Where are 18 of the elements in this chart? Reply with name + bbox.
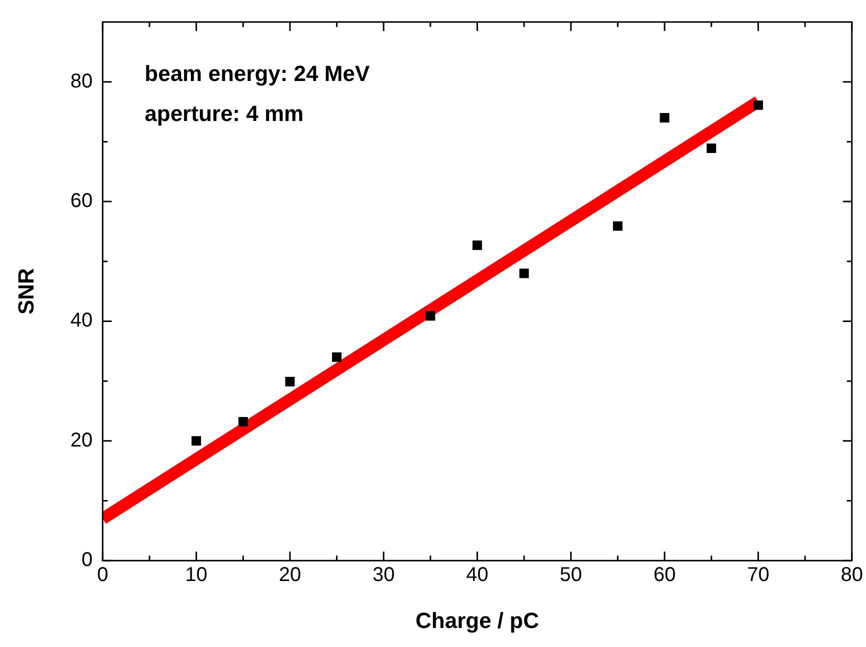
x-tick-label: 0 (97, 564, 108, 586)
y-tick-label: 40 (70, 310, 93, 332)
x-tick-label: 10 (185, 564, 208, 586)
x-tick-label: 70 (747, 564, 770, 586)
y-tick-label: 20 (70, 429, 93, 452)
x-tick-label: 20 (278, 564, 302, 586)
x-tick-label: 80 (840, 564, 863, 586)
x-tick-label: 40 (466, 564, 488, 586)
x-tick-label: 50 (560, 564, 582, 586)
x-axis-title: Charge / pC (416, 608, 540, 633)
y-axis-title: SNR (13, 268, 38, 315)
x-tick-label: 60 (653, 564, 676, 586)
y-tick-label: 0 (82, 549, 93, 572)
x-tick-label: 30 (372, 564, 395, 586)
annotation: beam energy: 24 MeV (144, 61, 370, 86)
y-tick-label: 80 (70, 70, 93, 92)
y-tick-label: 60 (70, 190, 93, 212)
annotation: aperture: 4 mm (144, 101, 304, 126)
